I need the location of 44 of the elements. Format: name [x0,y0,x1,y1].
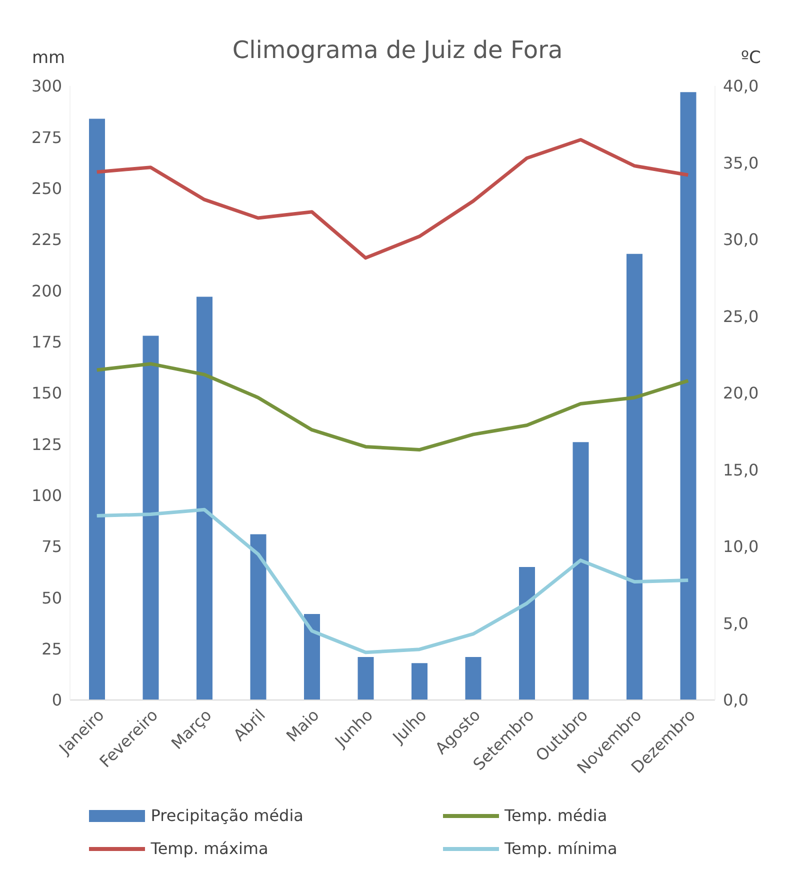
y-tick-label: 0 [52,690,62,710]
y-tick-label: 125 [31,434,62,454]
bar [465,657,482,700]
y2-tick-label: 40,0 [723,76,759,96]
line-series [95,138,690,260]
line-series [95,362,690,452]
bar [519,566,535,700]
y-tick-label: 25 [42,640,62,659]
bar [572,442,589,700]
y-tick-label: 250 [31,179,62,198]
y-tick-label: 50 [42,588,62,608]
y2-tick-label: 30,0 [723,230,759,250]
y-tick-label: 200 [31,281,62,300]
y2-tick-label: 25,0 [723,306,759,326]
y2-axis-title: ºC [741,48,761,68]
bar [412,663,428,700]
y-tick-label: 150 [31,384,62,403]
chart-title: Climograma de Juiz de Fora [232,36,563,64]
y-tick-label: 275 [31,128,62,147]
y2-tick-label: 35,0 [723,153,759,172]
bar [304,614,320,700]
y2-tick-label: 5,0 [723,614,748,633]
y-tick-label: 300 [31,76,62,96]
legend-label: Precipitação média [150,806,304,825]
legend-label: Temp. máxima [150,839,268,858]
line-series [95,508,690,654]
y-tick-label: 175 [31,332,62,352]
y2-tick-label: 15,0 [723,460,759,480]
y2-tick-label: 10,0 [723,537,759,556]
bar [89,118,105,700]
bar [358,657,374,700]
bar [250,534,266,700]
legend-label: Temp. mínima [504,839,618,858]
bar [680,92,696,700]
y-tick-label: 75 [42,537,62,556]
y2-tick-label: 0,0 [723,690,748,710]
y-tick-label: 100 [31,486,62,506]
bar [626,254,642,700]
y-axis-title: mm [32,48,66,68]
bar [196,296,212,700]
y2-tick-label: 20,0 [723,384,759,403]
y-tick-label: 225 [31,230,62,250]
legend-label: Temp. média [504,806,608,825]
bar [142,336,159,700]
